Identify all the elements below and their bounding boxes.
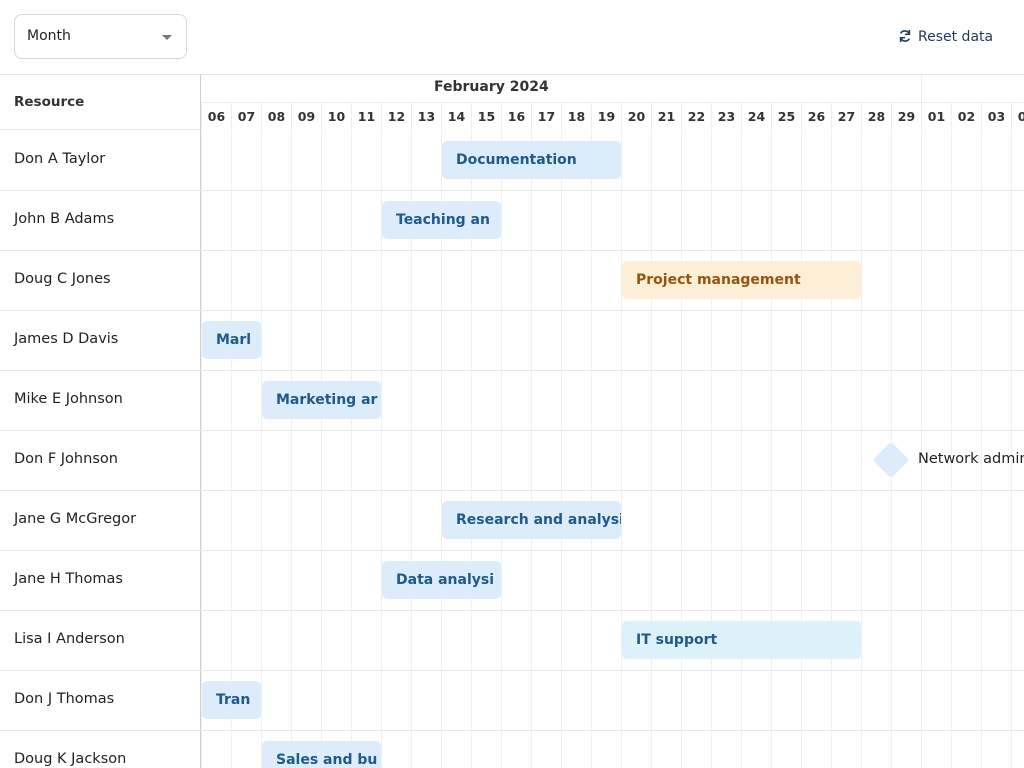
grid-line xyxy=(591,131,592,768)
grid-line xyxy=(471,131,472,768)
day-label: 06 xyxy=(201,103,231,130)
grid-line xyxy=(201,131,202,768)
day-border xyxy=(201,102,1024,103)
grid-line xyxy=(921,131,922,768)
month-label: February 2024 xyxy=(434,79,549,95)
day-label: 26 xyxy=(801,103,831,130)
event[interactable]: Marketing ar xyxy=(262,381,381,419)
resource-name: Doug K Jackson xyxy=(14,751,127,767)
row-border xyxy=(0,730,1024,731)
day-label: 07 xyxy=(231,103,261,130)
grid-line xyxy=(351,131,352,768)
row-border xyxy=(0,550,1024,551)
grid-line xyxy=(681,131,682,768)
resource-name: John B Adams xyxy=(14,211,115,227)
resource-name: Jane H Thomas xyxy=(14,571,123,587)
grid-line xyxy=(501,131,502,768)
grid-line xyxy=(381,131,382,768)
event[interactable]: Tran xyxy=(202,681,261,719)
day-label: 22 xyxy=(681,103,711,130)
grid-line xyxy=(561,131,562,768)
resource-name: Jane G McGregor xyxy=(14,511,137,527)
grid-line xyxy=(741,131,742,768)
day-label: 27 xyxy=(831,103,861,130)
day-label: 13 xyxy=(411,103,441,130)
resource-name: Don A Taylor xyxy=(14,151,106,167)
grid-line xyxy=(981,131,982,768)
resource-name: Doug C Jones xyxy=(14,271,111,287)
row-border xyxy=(0,610,1024,611)
day-label: 17 xyxy=(531,103,561,130)
divider xyxy=(200,74,201,768)
event[interactable]: Sales and bu xyxy=(262,741,381,768)
month-border xyxy=(921,75,922,103)
grid-line xyxy=(1011,131,1012,768)
event[interactable]: Documentation xyxy=(442,141,621,179)
row-border xyxy=(0,310,1024,311)
grid-line xyxy=(531,131,532,768)
grid-line xyxy=(411,131,412,768)
row-border xyxy=(0,370,1024,371)
event[interactable]: Project management xyxy=(622,261,861,299)
grid-line xyxy=(831,131,832,768)
day-label: 09 xyxy=(291,103,321,130)
day-label: 10 xyxy=(321,103,351,130)
day-label: 23 xyxy=(711,103,741,130)
row-border xyxy=(0,250,1024,251)
event[interactable]: Data analysi xyxy=(382,561,501,599)
resource-header: Resource xyxy=(0,74,200,130)
resource-name: James D Davis xyxy=(14,331,119,347)
day-label: 08 xyxy=(261,103,291,130)
milestone-label: Network admin xyxy=(918,451,1024,467)
event[interactable]: Teaching an xyxy=(382,201,501,239)
grid-line xyxy=(801,131,802,768)
day-label: 20 xyxy=(621,103,651,130)
milestone[interactable] xyxy=(872,441,910,479)
resource-name: Don J Thomas xyxy=(14,691,115,707)
grid-line xyxy=(291,131,292,768)
day-label: 03 xyxy=(981,103,1011,130)
grid-line xyxy=(651,131,652,768)
reset-button[interactable]: Reset data xyxy=(898,26,993,48)
resource-name: Mike E Johnson xyxy=(14,391,123,407)
view-select-label: Month xyxy=(27,28,71,44)
grid-line xyxy=(711,131,712,768)
resource-name: Lisa I Anderson xyxy=(14,631,125,647)
day-label: 14 xyxy=(441,103,471,130)
reset-label: Reset data xyxy=(918,29,994,45)
event[interactable]: Research and analysi xyxy=(442,501,621,539)
grid-line xyxy=(951,131,952,768)
day-label: 01 xyxy=(921,103,951,130)
row-border xyxy=(0,430,1024,431)
header-border xyxy=(201,74,1024,75)
day-label: 21 xyxy=(651,103,681,130)
day-label: 11 xyxy=(351,103,381,130)
grid-line xyxy=(861,131,862,768)
event[interactable]: Marl xyxy=(202,321,261,359)
day-label: 02 xyxy=(951,103,981,130)
day-label: 24 xyxy=(741,103,771,130)
grid-line xyxy=(321,131,322,768)
resource-name: Don F Johnson xyxy=(14,451,118,467)
grid-line xyxy=(621,131,622,768)
grid-line xyxy=(441,131,442,768)
row-border xyxy=(0,190,1024,191)
day-label: 28 xyxy=(861,103,891,130)
day-label: 16 xyxy=(501,103,531,130)
day-label: 29 xyxy=(891,103,921,130)
day-label: 18 xyxy=(561,103,591,130)
row-border xyxy=(0,490,1024,491)
day-label: 15 xyxy=(471,103,501,130)
day-label: 25 xyxy=(771,103,801,130)
day-label: 19 xyxy=(591,103,621,130)
grid-line xyxy=(261,131,262,768)
grid-line xyxy=(771,131,772,768)
day-label: 04 xyxy=(1011,103,1024,130)
row-border xyxy=(0,670,1024,671)
event[interactable]: IT support xyxy=(622,621,861,659)
day-label: 12 xyxy=(381,103,411,130)
view-select[interactable]: Month xyxy=(14,14,187,59)
grid-line xyxy=(231,131,232,768)
